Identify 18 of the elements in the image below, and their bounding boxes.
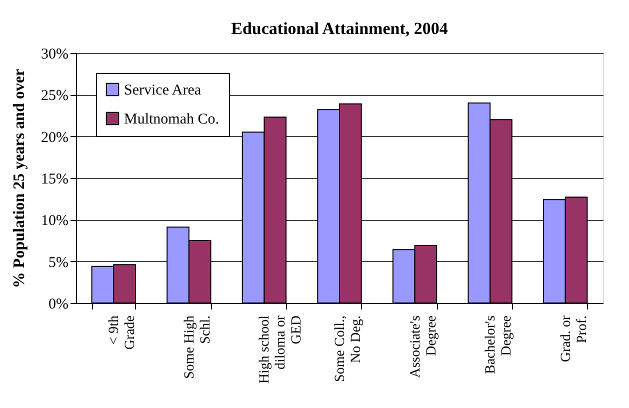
y-tick-label: 30% <box>41 46 68 62</box>
x-tick-label: Grad. or Prof. <box>558 315 590 362</box>
x-tick-label: Some Coll., No Deg. <box>333 316 364 382</box>
y-tick-label: 10% <box>41 213 68 230</box>
x-tick-label: Some High Schl. <box>182 316 214 379</box>
y-tick-label: 20% <box>41 130 68 146</box>
legend-label: Service Area <box>124 82 202 98</box>
x-tick-label: Bachelor's Degree <box>484 316 515 374</box>
legend-label: Multnomah Co. <box>124 112 220 128</box>
y-tick-label: 25% <box>41 88 68 104</box>
y-axis-title: % Population 25 years and over <box>11 68 28 288</box>
y-tick-label: 0% <box>48 296 68 312</box>
x-tick-label: < 9th Grade <box>107 316 138 350</box>
x-tick-label: Associate's Degree <box>408 316 440 378</box>
y-tick-label: 15% <box>41 172 68 188</box>
x-tick-label: High school diloma or GED <box>258 315 305 384</box>
chart-title: Educational Attainment, 2004 <box>231 19 448 38</box>
y-tick-label: 5% <box>48 254 68 271</box>
